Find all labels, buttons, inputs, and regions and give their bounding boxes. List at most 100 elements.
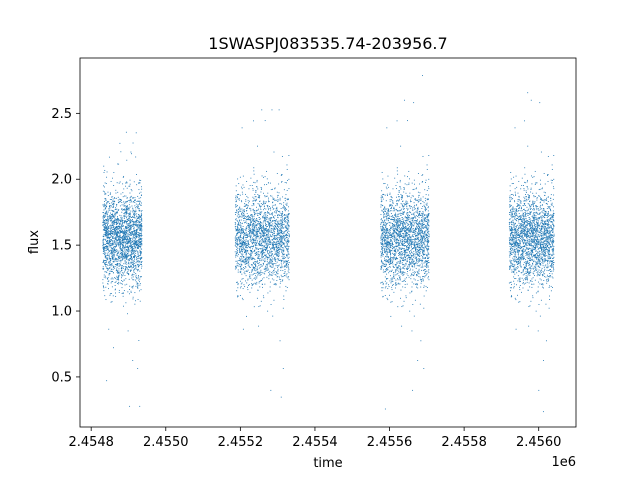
data-point bbox=[104, 182, 106, 184]
data-point bbox=[111, 221, 113, 223]
data-point bbox=[413, 231, 415, 233]
data-point bbox=[269, 244, 271, 245]
data-point bbox=[288, 235, 290, 237]
data-point bbox=[420, 220, 422, 222]
data-point bbox=[256, 218, 258, 220]
data-point bbox=[241, 268, 243, 270]
data-point bbox=[118, 225, 120, 227]
data-point bbox=[116, 212, 118, 214]
data-point bbox=[126, 212, 128, 214]
data-point bbox=[133, 266, 134, 268]
data-point bbox=[137, 226, 139, 228]
data-point bbox=[423, 285, 425, 287]
data-point bbox=[134, 231, 136, 233]
data-point bbox=[263, 230, 265, 232]
data-point bbox=[103, 227, 105, 228]
data-point bbox=[114, 233, 116, 235]
data-point bbox=[237, 250, 239, 252]
data-point bbox=[234, 212, 236, 214]
data-point bbox=[427, 252, 429, 254]
data-point bbox=[249, 231, 251, 233]
data-point bbox=[273, 249, 275, 251]
data-point bbox=[134, 233, 136, 235]
data-point bbox=[115, 234, 117, 236]
data-point bbox=[277, 211, 279, 212]
data-point bbox=[252, 242, 254, 243]
data-point bbox=[281, 225, 283, 226]
data-point bbox=[121, 244, 123, 246]
data-point bbox=[132, 240, 133, 242]
data-point bbox=[268, 262, 270, 264]
data-point bbox=[241, 260, 243, 262]
data-point bbox=[262, 278, 263, 280]
data-point bbox=[120, 283, 122, 285]
data-point bbox=[244, 237, 246, 238]
data-point bbox=[108, 218, 110, 220]
data-point bbox=[265, 270, 267, 272]
data-point bbox=[387, 195, 388, 196]
data-point bbox=[114, 228, 116, 229]
data-point bbox=[102, 282, 104, 284]
data-point bbox=[109, 207, 111, 209]
data-point bbox=[116, 237, 117, 239]
data-point bbox=[262, 256, 264, 258]
data-point bbox=[110, 233, 112, 234]
data-point bbox=[235, 266, 237, 268]
data-point bbox=[107, 247, 109, 249]
data-point bbox=[123, 272, 125, 274]
data-point bbox=[105, 200, 107, 202]
data-point bbox=[130, 255, 132, 257]
data-point bbox=[250, 229, 252, 231]
data-point bbox=[237, 193, 239, 195]
data-point bbox=[274, 257, 276, 259]
data-point bbox=[106, 176, 108, 178]
data-point bbox=[108, 239, 110, 241]
data-point bbox=[283, 243, 285, 245]
data-point bbox=[246, 270, 247, 272]
data-point bbox=[278, 245, 280, 247]
data-point bbox=[126, 211, 128, 213]
data-point bbox=[270, 219, 271, 221]
data-point bbox=[132, 238, 134, 240]
data-point bbox=[252, 258, 254, 260]
data-point bbox=[103, 216, 105, 218]
data-point bbox=[110, 219, 112, 221]
data-point bbox=[261, 229, 263, 231]
data-point bbox=[261, 239, 263, 240]
data-point bbox=[135, 273, 137, 275]
data-point bbox=[139, 201, 141, 203]
data-point bbox=[256, 272, 258, 273]
data-point bbox=[122, 225, 124, 227]
data-point bbox=[120, 231, 122, 233]
data-point bbox=[287, 260, 289, 261]
data-point bbox=[129, 214, 131, 216]
data-point bbox=[104, 260, 106, 261]
data-point bbox=[106, 210, 108, 212]
data-point bbox=[246, 226, 248, 228]
data-point bbox=[251, 251, 253, 253]
data-point bbox=[128, 209, 130, 211]
data-point bbox=[116, 262, 118, 264]
data-point bbox=[264, 240, 266, 242]
data-point bbox=[128, 218, 130, 220]
data-point bbox=[288, 272, 290, 274]
data-point bbox=[116, 244, 118, 246]
data-point bbox=[244, 233, 245, 234]
data-point bbox=[270, 240, 272, 242]
data-point bbox=[120, 252, 121, 254]
data-point bbox=[241, 261, 243, 262]
data-point bbox=[114, 239, 116, 240]
data-point bbox=[139, 179, 140, 181]
data-point bbox=[288, 235, 290, 236]
data-point bbox=[278, 246, 280, 248]
data-point bbox=[128, 235, 130, 237]
data-point bbox=[412, 189, 414, 191]
data-point bbox=[129, 293, 130, 295]
data-point bbox=[410, 197, 412, 199]
data-point bbox=[237, 198, 239, 200]
data-point bbox=[279, 199, 281, 201]
data-point bbox=[256, 254, 258, 256]
data-point bbox=[255, 218, 257, 219]
data-point bbox=[133, 210, 135, 212]
data-point bbox=[286, 218, 288, 220]
